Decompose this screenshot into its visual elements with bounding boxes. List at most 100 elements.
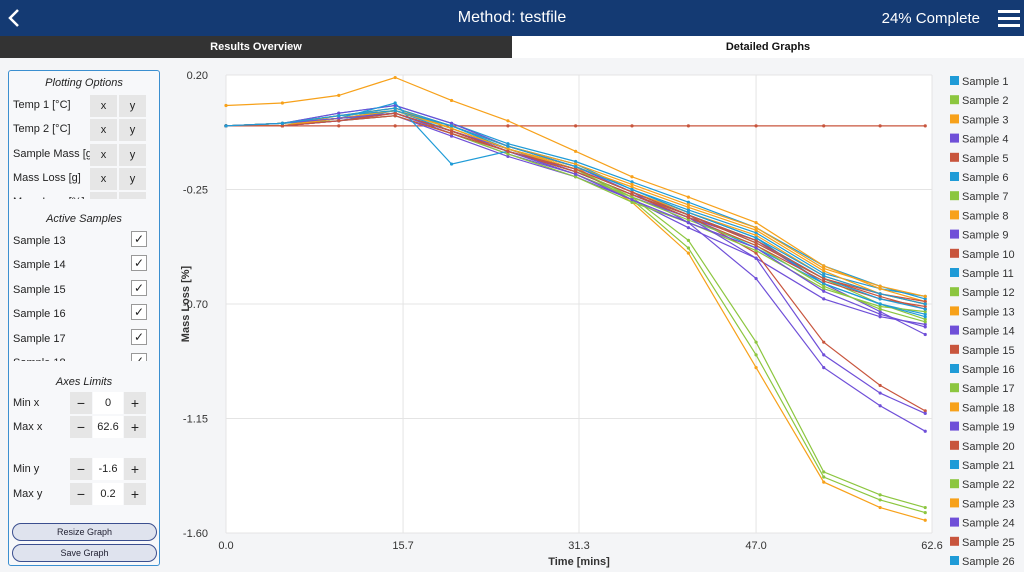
limit-input[interactable]: -1.6 [93, 458, 123, 480]
legend-label: Sample 6 [962, 172, 1008, 184]
data-point [923, 294, 927, 298]
menu-button[interactable] [998, 9, 1020, 27]
checkbox[interactable]: ✓ [131, 328, 147, 345]
y-button[interactable]: y [119, 143, 146, 166]
data-point [754, 241, 758, 245]
data-point [574, 167, 578, 171]
y-button[interactable]: y [119, 167, 146, 190]
checkbox[interactable]: ✓ [131, 353, 147, 361]
data-point [393, 114, 397, 118]
action-button[interactable]: Resize Graph [12, 523, 157, 541]
plot-options-list: Temp 1 [°C] x y Temp 2 [°C] x y Sample Mass [g… [9, 93, 159, 199]
data-point [923, 511, 927, 515]
data-point [822, 470, 826, 474]
data-point [923, 310, 927, 314]
action-button[interactable]: Save Graph [12, 544, 157, 562]
legend-label: Sample 25 [962, 537, 1015, 549]
data-point [923, 307, 927, 311]
limit-input[interactable]: 0.2 [93, 483, 123, 505]
data-point [686, 200, 690, 204]
option-label: Temp 1 [°C] [13, 99, 71, 111]
checkbox[interactable]: ✓ [131, 231, 147, 247]
x-button[interactable]: x [90, 119, 117, 142]
legend-swatch [950, 248, 959, 258]
checkbox[interactable]: ✓ [131, 304, 147, 321]
data-point [822, 269, 826, 273]
y-tick-label: -0.70 [183, 299, 208, 311]
plus-button[interactable]: + [124, 416, 146, 438]
data-point [754, 236, 758, 240]
data-point [822, 266, 826, 270]
legend-swatch [950, 172, 959, 181]
minus-button[interactable]: − [70, 416, 92, 438]
y-button[interactable]: y [119, 95, 146, 117]
minus-button[interactable]: − [70, 458, 92, 480]
chart: 0.20 -0.25 -0.70 -1.15 -1.60 0.0 15.7 31.3 47.0 6… [180, 70, 1015, 568]
x-button[interactable]: x [90, 95, 117, 117]
legend-swatch [950, 344, 959, 354]
minus-button[interactable]: − [70, 392, 92, 414]
data-point [923, 124, 927, 128]
x-button[interactable]: x [90, 167, 117, 190]
legend-label: Sample 24 [962, 518, 1015, 530]
data-point [754, 228, 758, 232]
data-point [878, 297, 882, 301]
data-point [878, 505, 882, 510]
data-point [686, 195, 690, 199]
legend-swatch [950, 517, 959, 527]
option-label: Mass Loss [g] [13, 171, 81, 184]
sample-label: Sample 13 [13, 235, 66, 247]
data-point [506, 124, 510, 128]
legend-swatch [950, 364, 959, 373]
tab-active[interactable]: Detailed Graphs [512, 36, 1024, 58]
data-point [630, 182, 634, 187]
data-point [754, 238, 758, 242]
legend-swatch [950, 306, 959, 316]
x-button[interactable]: x [90, 143, 117, 166]
data-point [574, 165, 578, 169]
legend-swatch [950, 210, 959, 220]
x-button[interactable]: x [90, 192, 117, 199]
tab[interactable]: Results Overview [0, 36, 512, 58]
data-point [923, 429, 927, 433]
back-button[interactable] [6, 8, 22, 28]
legend-label: Sample 8 [962, 210, 1008, 222]
y-tick-label: -1.60 [183, 528, 208, 540]
data-point [923, 304, 927, 309]
data-point [393, 124, 397, 128]
legend-label: Sample 16 [962, 364, 1015, 376]
plus-button[interactable]: + [124, 458, 146, 480]
plus-button[interactable]: + [124, 392, 146, 414]
data-point [630, 175, 634, 179]
data-point [923, 297, 927, 301]
legend-label: Sample 20 [962, 441, 1015, 453]
legend-swatch [950, 460, 959, 469]
data-point [506, 142, 510, 146]
data-point [686, 238, 690, 242]
x-tick-label: 0.0 [218, 540, 233, 552]
legend-swatch [950, 479, 959, 489]
sample-label: Sample 16 [13, 308, 66, 321]
data-point [822, 276, 826, 281]
data-point [822, 264, 826, 268]
plus-button[interactable]: + [124, 483, 146, 505]
data-point [923, 505, 927, 510]
legend-swatch [950, 133, 959, 143]
data-point [754, 251, 758, 255]
checkbox[interactable]: ✓ [131, 255, 147, 272]
limit-input[interactable]: 62.6 [93, 416, 123, 438]
y-tick-label: -0.25 [183, 185, 208, 197]
sample-label: Sample 18 [13, 357, 66, 361]
x-tick-label: 47.0 [745, 540, 766, 552]
checkbox[interactable]: ✓ [131, 279, 147, 296]
data-point [506, 147, 510, 151]
data-point [878, 302, 882, 306]
header: Method: testfile 24% Complete [0, 0, 1024, 36]
limit-input[interactable]: 0 [93, 392, 123, 414]
legend-label: Sample 23 [962, 498, 1015, 510]
y-button[interactable]: y [119, 119, 146, 142]
minus-button[interactable]: − [70, 483, 92, 505]
y-button[interactable]: y [119, 192, 146, 199]
legend-label: Sample 4 [962, 134, 1008, 146]
